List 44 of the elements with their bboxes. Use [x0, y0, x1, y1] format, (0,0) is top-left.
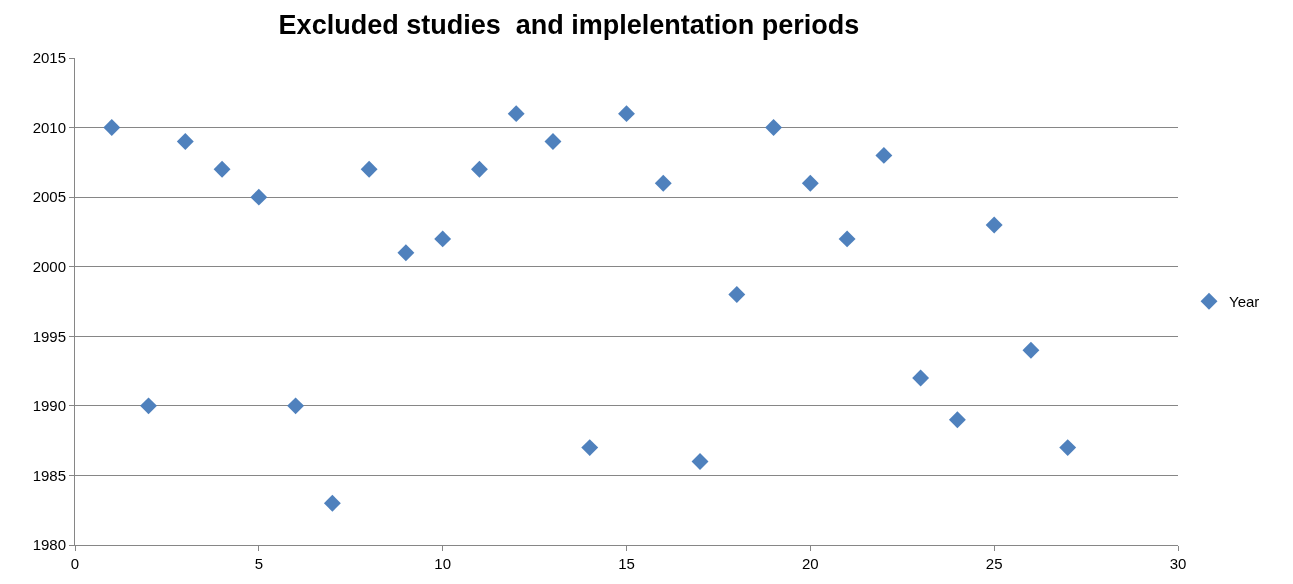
point: [323, 494, 341, 512]
point: [470, 160, 488, 178]
y-tick-label: 1980: [32, 536, 66, 554]
chart-title: Excluded studies and implelentation periods: [278, 9, 860, 40]
point: [213, 160, 231, 178]
y-tick-label: 1985: [32, 466, 66, 484]
point: [875, 146, 893, 164]
point: [985, 216, 1003, 234]
point: [618, 105, 635, 123]
point: [140, 397, 157, 415]
point: [544, 133, 562, 150]
point: [654, 174, 672, 192]
point: [801, 174, 819, 192]
point: [1059, 439, 1077, 457]
y-tick-label: 2010: [32, 118, 66, 136]
x-tick-label: 0: [70, 555, 80, 572]
x-tick-label: 30: [1169, 555, 1187, 572]
x-tick-label: 15: [618, 555, 635, 572]
point: [360, 160, 378, 178]
point: [397, 244, 415, 262]
point: [287, 397, 305, 415]
y-tick-label: 2015: [32, 49, 66, 67]
point: [176, 133, 194, 150]
point: [1022, 341, 1040, 359]
point: [434, 230, 452, 248]
point: [948, 411, 966, 429]
point: [765, 119, 783, 137]
point: [250, 188, 268, 206]
y-tick-label: 2000: [32, 257, 66, 275]
x-tick-label: 5: [254, 555, 263, 572]
point: [912, 369, 930, 387]
legend-label: Year: [1229, 293, 1260, 311]
x-tick-label: 20: [801, 555, 819, 572]
y-tick-label: 2005: [32, 188, 66, 206]
x-tick-label: 25: [985, 555, 1003, 572]
point: [507, 105, 525, 123]
y-tick-label: 1990: [32, 397, 66, 415]
point: [838, 230, 856, 248]
point: [691, 453, 709, 470]
point: [581, 439, 599, 457]
point: [728, 286, 746, 303]
y-tick-label: 1995: [32, 327, 66, 345]
point: [103, 119, 121, 137]
x-tick-label: 10: [434, 555, 452, 572]
